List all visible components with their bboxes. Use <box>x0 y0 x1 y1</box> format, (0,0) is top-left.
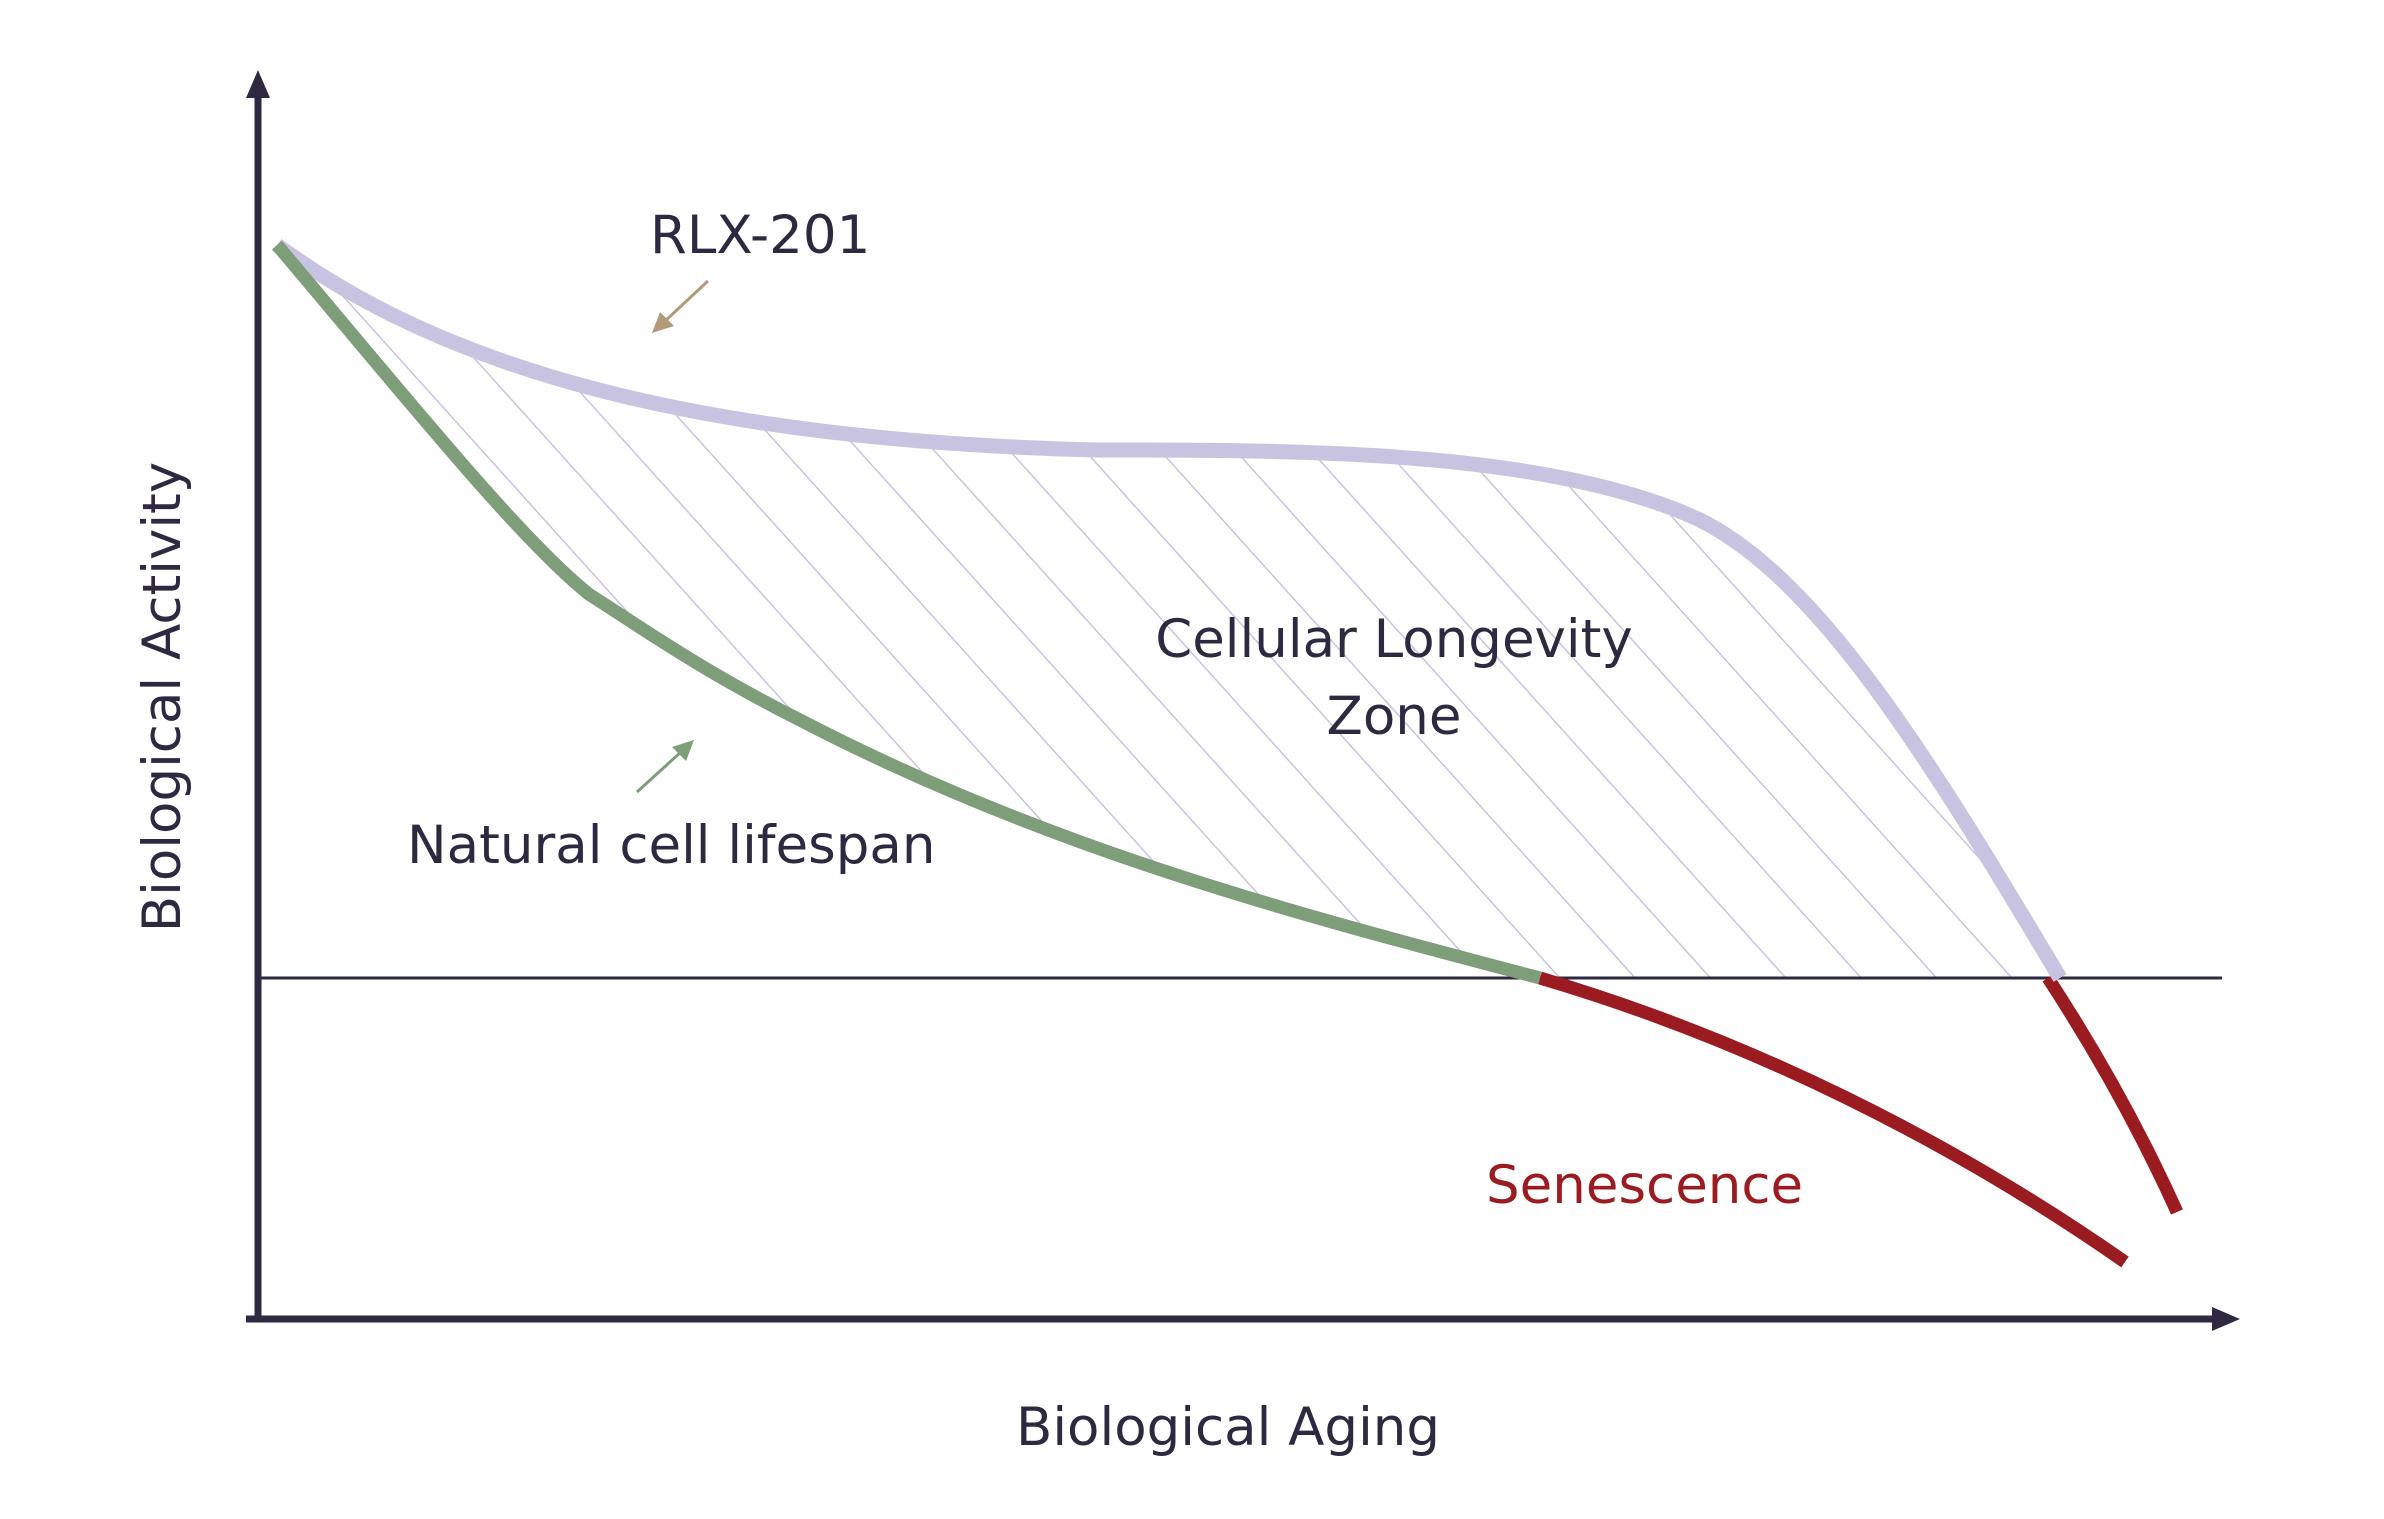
rlx-201-arrow-icon <box>652 279 710 333</box>
rlx-201-label: RLX-201 <box>650 205 870 266</box>
natural-lifespan-arrow-icon <box>635 740 694 794</box>
senescence-label: Senescence <box>1486 1155 1803 1216</box>
y-axis-label: Biological Activity <box>132 462 193 932</box>
x-axis-label: Biological Aging <box>1016 1397 1440 1458</box>
y-axis-arrowhead <box>246 70 270 98</box>
senescence-curve-natural <box>1538 971 2129 1268</box>
natural-lifespan-label: Natural cell lifespan <box>407 815 935 876</box>
longevity-zone-label-line1: Cellular Longevity <box>1155 609 1633 670</box>
longevity-zone-label-line2: Zone <box>1327 686 1462 747</box>
rlx-201-curve <box>272 238 2067 982</box>
senescence-curve-rlx <box>2042 974 2183 1215</box>
x-axis-arrowhead <box>2212 1307 2240 1331</box>
natural-lifespan-curve <box>272 240 1542 985</box>
